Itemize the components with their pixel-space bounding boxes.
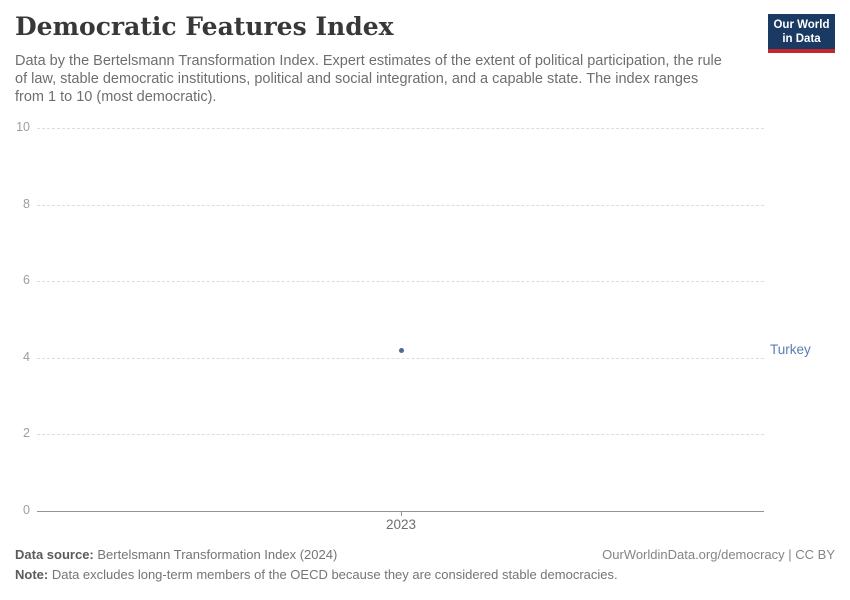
owid-logo-text: Our World in Data: [768, 14, 835, 49]
x-tick-mark: [401, 511, 402, 516]
data-source-line: Data source: Bertelsmann Transformation …: [15, 547, 337, 562]
owid-logo: Our World in Data: [768, 14, 835, 53]
y-tick-label-6: 6: [23, 273, 30, 288]
chart-subtitle: Data by the Bertelsmann Transformation I…: [15, 52, 722, 106]
footer-citation-link[interactable]: OurWorldinData.org/democracy | CC BY: [602, 547, 835, 562]
x-axis-line: [37, 511, 764, 512]
gridline-10: [37, 128, 764, 129]
entity-label-turkey[interactable]: Turkey: [770, 342, 811, 358]
y-tick-label-8: 8: [23, 196, 30, 211]
gridline-4: [37, 357, 764, 359]
note-label: Note:: [15, 567, 49, 582]
subtitle-line-3: from 1 to 10 (most democratic).: [15, 89, 217, 105]
chart-title: Democratic Features Index: [15, 12, 394, 41]
owid-logo-line-1: Our World: [773, 19, 830, 31]
y-tick-label-4: 4: [23, 349, 30, 364]
x-tick-label: 2023: [385, 517, 417, 532]
y-tick-label-10: 10: [16, 120, 30, 134]
owid-logo-line-2: in Data: [782, 33, 821, 45]
note-value: Data excludes long-term members of the O…: [51, 567, 618, 582]
data-source-label: Data source:: [15, 547, 94, 562]
subtitle-line-2: of law, stable democratic institutions, …: [15, 71, 699, 87]
y-tick-label-2: 2: [23, 426, 30, 441]
gridline-6: [37, 281, 764, 283]
note-line: Note: Data excludes long-term members of…: [15, 567, 618, 582]
owid-logo-red-bar: [768, 49, 835, 53]
data-source-value: Bertelsmann Transformation Index (2024): [97, 547, 338, 562]
data-point-turkey[interactable]: [398, 347, 404, 353]
y-tick-label-0: 0: [23, 503, 30, 517]
subtitle-line-1: Data by the Bertelsmann Transformation I…: [15, 53, 722, 69]
gridline-8: [37, 204, 764, 206]
gridline-2: [37, 434, 764, 436]
